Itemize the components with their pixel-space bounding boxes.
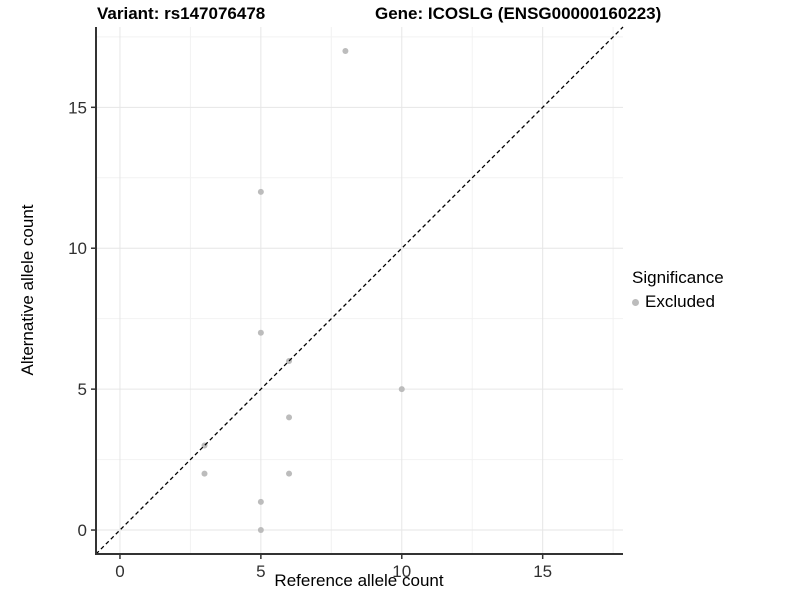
identity-line <box>95 26 624 555</box>
plot-title-variant: Variant: rs147076478 <box>97 4 266 23</box>
data-point <box>257 527 264 534</box>
data-point <box>201 470 208 477</box>
plot-title-gene: Gene: ICOSLG (ENSG00000160223) <box>375 4 662 23</box>
data-point <box>398 386 405 393</box>
x-tick-label: 5 <box>256 562 265 581</box>
legend-title: Significance <box>632 268 724 287</box>
data-point <box>257 498 264 505</box>
legend-item-excluded: Excluded <box>632 292 724 312</box>
data-point <box>257 329 264 336</box>
y-tick-label: 15 <box>68 98 87 117</box>
y-tick-label: 10 <box>68 239 87 258</box>
data-point <box>286 470 293 477</box>
x-tick-label: 15 <box>533 562 552 581</box>
x-tick-label: 10 <box>392 562 411 581</box>
legend: Significance Excluded <box>632 268 724 312</box>
legend-point-icon <box>632 298 639 306</box>
data-point <box>286 414 293 421</box>
x-tick-label: 0 <box>115 562 124 581</box>
legend-item-label: Excluded <box>645 292 715 311</box>
y-axis-title: Alternative allele count <box>18 204 37 376</box>
y-tick-label: 0 <box>78 521 87 540</box>
x-axis-title: Reference allele count <box>274 571 444 590</box>
y-tick-label: 5 <box>78 380 87 399</box>
data-point <box>257 188 264 195</box>
data-point <box>342 47 349 54</box>
